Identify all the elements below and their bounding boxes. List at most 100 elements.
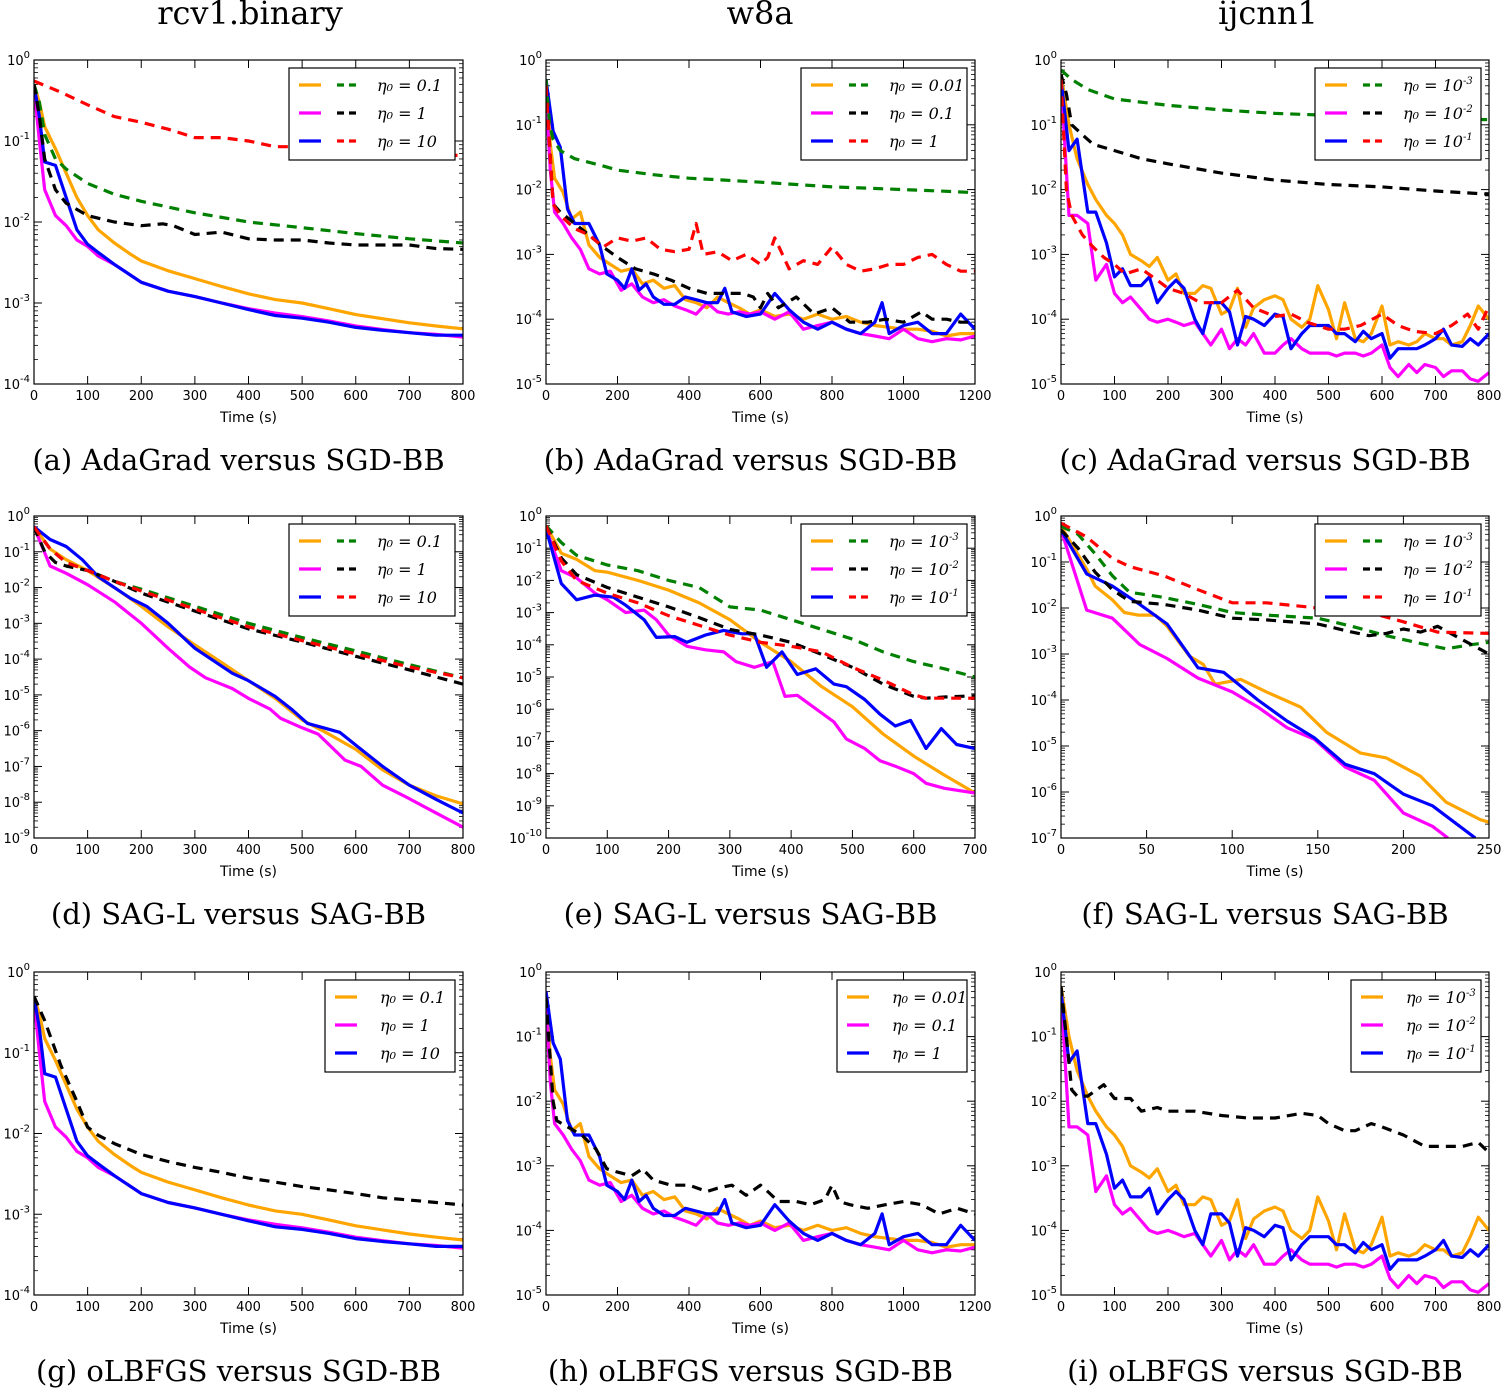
column-title-w8a: w8a	[726, 0, 794, 32]
x-axis-label: Time (s)	[731, 1321, 789, 1337]
x-tick-label: 800	[451, 843, 476, 858]
legend-label: η₀ = 10-1	[1403, 588, 1473, 607]
x-axis-label: Time (s)	[219, 410, 277, 426]
y-tick-label: 10-4	[515, 635, 542, 654]
series-line-2	[1061, 79, 1489, 360]
x-tick-label: 100	[1220, 843, 1245, 858]
legend: η₀ = 10-3 η₀ = 10-2 η₀ = 10-1	[1314, 67, 1482, 161]
y-tick-label: 10-1	[3, 542, 30, 561]
x-tick-label: 50	[1138, 843, 1155, 858]
x-tick-label: 250	[1477, 843, 1502, 858]
y-tick-label: 10-3	[515, 244, 542, 263]
y-tick-label: 10-10	[509, 828, 542, 847]
legend: η₀ = 10-3 η₀ = 10-2 η₀ = 10-1	[1314, 523, 1482, 617]
legend-label: η₀ = 10-2	[1403, 560, 1473, 579]
legend: η₀ = 0.1 η₀ = 1 η₀ = 10	[324, 979, 456, 1073]
plot-area	[1061, 986, 1489, 1294]
legend-label: η₀ = 10-1	[889, 588, 959, 607]
legend-label: η₀ = 10-2	[1406, 1016, 1476, 1035]
legend-label: η₀ = 10-3	[1403, 532, 1473, 551]
y-tick-label: 100	[1034, 962, 1057, 981]
legend-label: η₀ = 10-3	[1406, 988, 1476, 1007]
y-tick-label: 10-2	[1030, 180, 1057, 199]
x-tick-label: 700	[1423, 1300, 1448, 1315]
series-line-3	[34, 525, 463, 680]
x-tick-label: 400	[236, 1300, 261, 1315]
axes-frame	[545, 971, 976, 1296]
y-tick-label: 10-4	[1030, 690, 1057, 709]
x-tick-label: 300	[717, 843, 742, 858]
y-tick-label: 100	[7, 962, 30, 981]
y-tick-label: 10-6	[515, 699, 542, 718]
x-tick-label: 300	[182, 1300, 207, 1315]
legend-label: η₀ = 0.1	[380, 988, 445, 1007]
legend-label: η₀ = 10	[377, 132, 437, 151]
series-line-3	[1061, 986, 1489, 1154]
legend: η₀ = 0.01 η₀ = 0.1 η₀ = 1	[800, 67, 968, 161]
legend-label: η₀ = 10-2	[1403, 104, 1473, 123]
axes-frame	[33, 971, 464, 1296]
x-tick-label: 0	[542, 843, 550, 858]
x-tick-label: 400	[677, 389, 702, 404]
x-axis-label: Time (s)	[1246, 410, 1304, 426]
x-tick-label: 300	[182, 389, 207, 404]
x-tick-label: 200	[1156, 389, 1181, 404]
legend-label: η₀ = 0.1	[377, 532, 442, 551]
y-tick-label: 10-2	[3, 212, 30, 231]
series-line-3	[546, 997, 975, 1216]
x-axis-label: Time (s)	[731, 864, 789, 880]
x-tick-label: 600	[901, 843, 926, 858]
legend-label: η₀ = 1	[377, 104, 427, 123]
y-tick-label: 10-5	[515, 1285, 542, 1304]
series-line-3	[546, 524, 975, 679]
series-line-3	[546, 79, 975, 195]
x-tick-label: 600	[1370, 1300, 1395, 1315]
series-line-1	[34, 526, 463, 829]
x-tick-label: 400	[236, 843, 261, 858]
x-tick-label: 500	[290, 389, 315, 404]
legend-label: η₀ = 1	[892, 1044, 942, 1063]
x-tick-label: 600	[748, 389, 773, 404]
x-tick-label: 400	[779, 843, 804, 858]
caption-c: (c) AdaGrad versus SGD-BB	[1059, 443, 1471, 477]
x-tick-label: 0	[30, 843, 38, 858]
x-tick-label: 800	[820, 1300, 845, 1315]
series-line-0	[546, 524, 975, 795]
legend-label: η₀ = 10-1	[1406, 1044, 1476, 1063]
caption-b: (b) AdaGrad versus SGD-BB	[543, 443, 958, 477]
legend: η₀ = 0.1 η₀ = 1 η₀ = 10	[288, 67, 456, 161]
x-tick-label: 800	[451, 389, 476, 404]
x-tick-label: 200	[1391, 843, 1416, 858]
series-line-1	[546, 528, 975, 795]
series-line-2	[34, 84, 463, 337]
y-tick-label: 10-4	[515, 309, 542, 328]
series-line-3	[1061, 524, 1489, 651]
series-line-5	[34, 79, 463, 158]
x-tick-label: 800	[1477, 1300, 1502, 1315]
y-tick-label: 100	[7, 50, 30, 69]
series-line-5	[1061, 79, 1489, 336]
y-tick-label: 10-7	[1030, 828, 1057, 847]
x-tick-label: 150	[1305, 843, 1330, 858]
x-tick-label: 300	[1209, 1300, 1234, 1315]
x-axis-label: Time (s)	[1246, 864, 1304, 880]
x-tick-label: 100	[1102, 389, 1127, 404]
x-tick-label: 100	[75, 1300, 100, 1315]
x-tick-label: 500	[290, 843, 315, 858]
y-tick-label: 100	[1034, 506, 1057, 525]
y-tick-label: 100	[519, 962, 542, 981]
y-tick-label: 10-3	[1030, 644, 1057, 663]
legend-label: η₀ = 10	[380, 1044, 440, 1063]
x-tick-label: 500	[290, 1300, 315, 1315]
caption-i: (i) oLBFGS versus SGD-BB	[1067, 1354, 1463, 1388]
x-tick-label: 400	[1263, 389, 1288, 404]
x-tick-label: 800	[1477, 389, 1502, 404]
series-line-5	[34, 525, 463, 680]
y-tick-label: 10-8	[3, 792, 30, 811]
legend-label: η₀ = 10-3	[889, 532, 959, 551]
y-tick-label: 10-1	[515, 538, 542, 557]
y-tick-label: 10-3	[515, 1156, 542, 1175]
x-axis-label: Time (s)	[219, 864, 277, 880]
chart-e: 100 10-1 10-2 10-3 10-4 10-5 10-6 10-7 10-8 10-9 1…	[509, 506, 987, 880]
y-tick-label: 10-4	[515, 1220, 542, 1239]
